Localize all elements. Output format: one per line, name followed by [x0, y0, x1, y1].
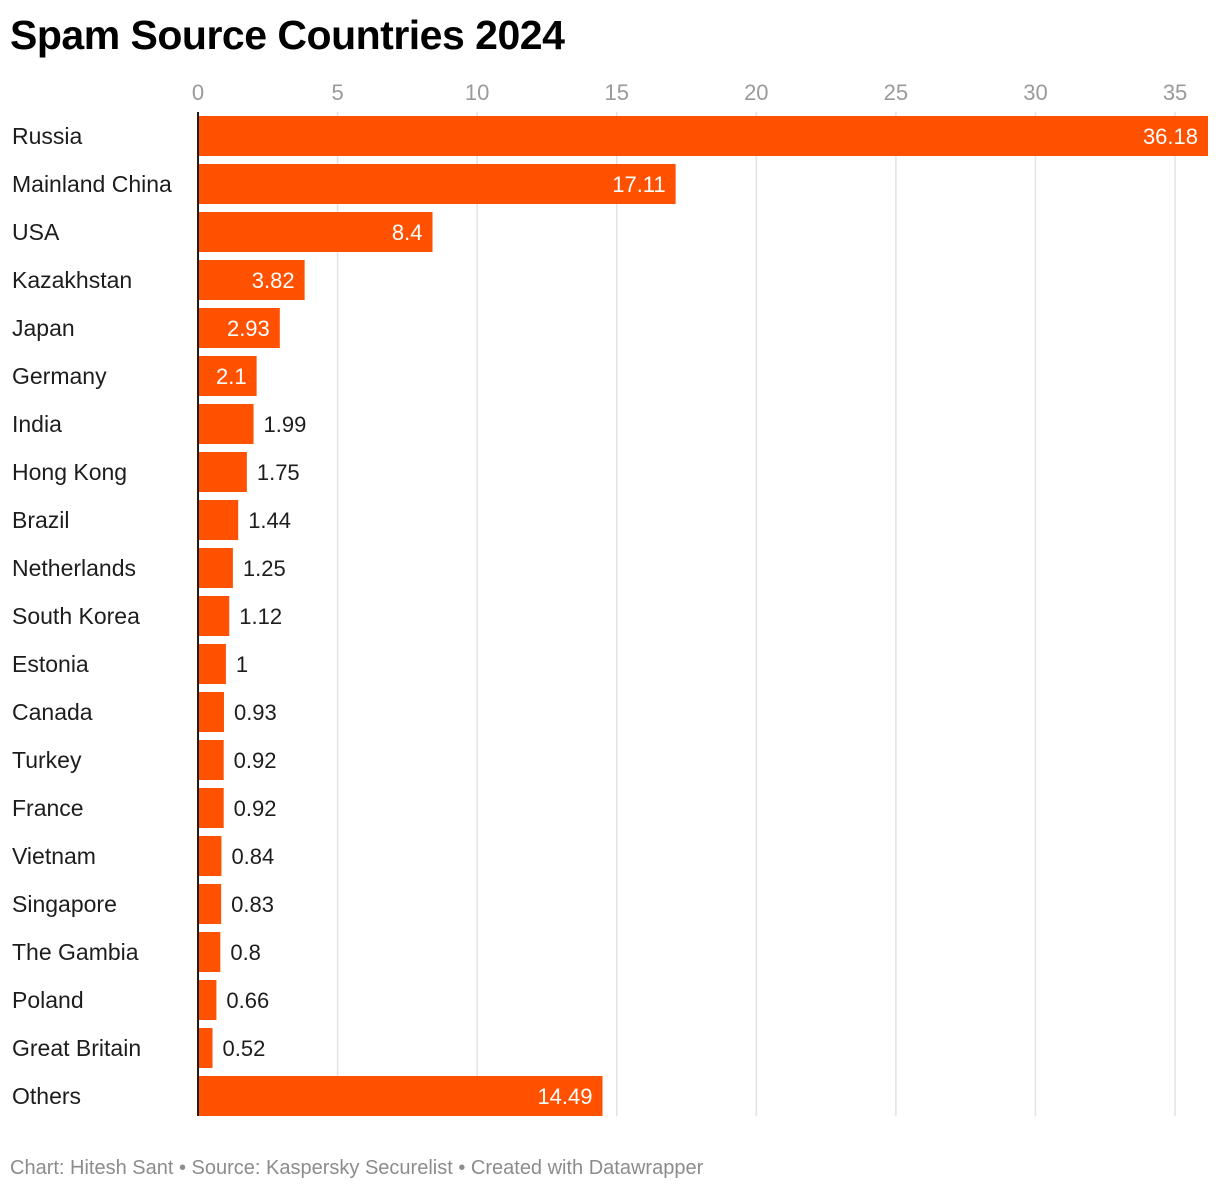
value-label: 2.1 — [216, 364, 247, 389]
value-label: 0.66 — [226, 988, 269, 1013]
chart-footer: Chart: Hitesh Sant • Source: Kaspersky S… — [10, 1155, 703, 1181]
value-label: 0.92 — [234, 748, 277, 773]
category-label: India — [12, 411, 62, 437]
footer-credit: Chart: Hitesh Sant — [10, 1157, 174, 1179]
bars — [198, 116, 1208, 1116]
bar-others — [198, 1076, 603, 1116]
category-label: Others — [12, 1083, 81, 1109]
category-label: Hong Kong — [12, 459, 127, 485]
category-label: Japan — [12, 315, 75, 341]
bar-netherlands — [198, 548, 233, 588]
category-label: Singapore — [12, 891, 117, 917]
category-label: The Gambia — [12, 939, 139, 965]
bar-japan — [198, 308, 280, 348]
bar-great-britain — [198, 1028, 213, 1068]
x-tick-label: 0 — [192, 80, 204, 105]
value-label: 0.92 — [234, 796, 277, 821]
x-tick-label: 35 — [1163, 80, 1187, 105]
value-label: 0.52 — [223, 1036, 266, 1061]
value-label: 1.25 — [243, 556, 286, 581]
value-label: 36.18 — [1143, 124, 1198, 149]
bar-hong-kong — [198, 452, 247, 492]
footer-source: Source: Kaspersky Securelist — [191, 1157, 453, 1179]
bar-russia — [198, 116, 1208, 156]
category-label: USA — [12, 219, 60, 245]
category-label: Brazil — [12, 507, 70, 533]
value-label: 1.44 — [248, 508, 291, 533]
value-label: 1.75 — [257, 460, 300, 485]
category-label: Netherlands — [12, 555, 136, 581]
bar-canada — [198, 692, 224, 732]
bar-singapore — [198, 884, 222, 924]
category-label: Germany — [12, 363, 107, 389]
x-tick-label: 20 — [744, 80, 768, 105]
category-label: Vietnam — [12, 843, 96, 869]
category-label: Canada — [12, 699, 93, 725]
x-tick-label: 25 — [884, 80, 908, 105]
chart-title: Spam Source Countries 2024 — [10, 12, 565, 58]
gridlines — [336, 112, 1176, 1116]
value-label: 17.11 — [612, 172, 665, 197]
category-label: Kazakhstan — [12, 267, 132, 293]
value-label: 8.4 — [392, 220, 423, 245]
value-label: 1 — [236, 652, 248, 677]
bar-germany — [198, 356, 257, 396]
x-axis-ticks: 0 5 10 15 20 25 30 35 — [192, 80, 1187, 105]
category-label: Great Britain — [12, 1035, 141, 1061]
bar-turkey — [198, 740, 224, 780]
bar-france — [198, 788, 224, 828]
bar-chart: 0 5 10 15 20 25 30 35 Russia Mainland China USA Ka… — [12, 80, 1208, 1116]
bar-usa — [198, 212, 433, 252]
bar-mainland-china — [198, 164, 676, 204]
category-label: Turkey — [12, 747, 82, 773]
bar-poland — [198, 980, 217, 1020]
value-label: 1.12 — [239, 604, 282, 629]
category-label: Estonia — [12, 651, 89, 677]
category-label: France — [12, 795, 84, 821]
bar-brazil — [198, 500, 239, 540]
value-label: 0.93 — [234, 700, 277, 725]
category-label: Russia — [12, 123, 83, 149]
value-label: 1.99 — [264, 412, 307, 437]
x-tick-label: 30 — [1023, 80, 1047, 105]
bar-vietnam — [198, 836, 222, 876]
value-label: 0.8 — [230, 940, 261, 965]
category-label: South Korea — [12, 603, 140, 629]
value-label: 2.93 — [227, 316, 270, 341]
category-labels: Russia Mainland China USA Kazakhstan Japan Ge… — [12, 123, 172, 1109]
value-label: 0.83 — [231, 892, 274, 917]
category-label: Mainland China — [12, 171, 172, 197]
value-label: 3.82 — [252, 268, 295, 293]
footer-separator-1: • — [173, 1157, 192, 1179]
value-label: 0.84 — [231, 844, 274, 869]
footer-separator-2: • — [452, 1157, 471, 1179]
value-label: 14.49 — [537, 1084, 592, 1109]
x-tick-label: 10 — [465, 80, 489, 105]
x-tick-label: 15 — [604, 80, 628, 105]
bar-india — [198, 404, 254, 444]
bar-estonia — [198, 644, 226, 684]
footer-created-with: Created with Datawrapper — [470, 1157, 704, 1179]
bar-south-korea — [198, 596, 230, 636]
bar-kazakhstan — [198, 260, 305, 300]
category-label: Poland — [12, 987, 84, 1013]
x-tick-label: 5 — [331, 80, 343, 105]
value-labels: 36.18 17.11 8.4 3.82 2.93 2.1 1.99 1.75 1.44 1.25… — [216, 124, 1198, 1109]
bar-the-gambia — [198, 932, 221, 972]
